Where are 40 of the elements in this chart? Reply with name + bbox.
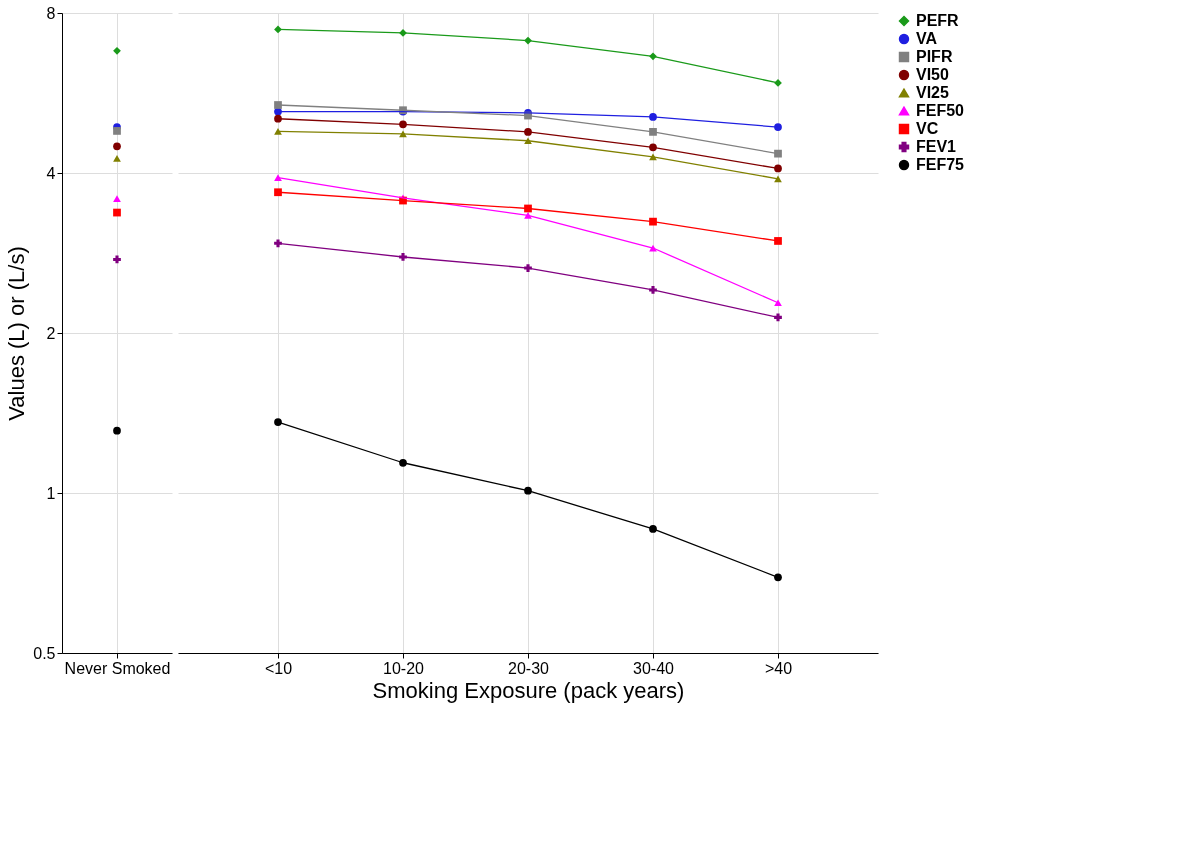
point [774,149,782,158]
point [274,239,282,248]
point [274,114,282,123]
legend-label: PIFR [916,48,953,65]
x-tick-label: Never Smoked [64,659,171,677]
point [774,164,782,173]
point [774,313,782,322]
y-axis-title: Values (L) or (L/s) [4,246,30,421]
x-tick-label: 20-30 [508,659,550,677]
legend-label: FEV1 [916,138,957,155]
x-tick-label: 30-40 [633,659,675,677]
legend-label: VI50 [916,66,950,83]
x-tick-label: >40 [764,659,793,677]
point [774,123,782,131]
y-tick-label: 1 [46,484,56,502]
y-tick-label: 0.5 [33,644,56,662]
x-axis-title: Smoking Exposure (pack years) [372,677,685,703]
point [274,25,282,34]
point [274,418,282,426]
point [274,188,282,197]
point [774,299,782,307]
point [774,237,782,245]
x-tick-label: <10 [264,659,293,677]
point [399,253,407,261]
y-tick-label: 2 [46,324,56,342]
point [274,101,282,109]
legend-label: VC [916,120,939,137]
x-tick-label: 10-20 [383,659,425,677]
y-tick-label: 4 [46,164,56,182]
legend-label: PEFR [916,12,960,29]
point [274,128,282,135]
point [649,217,657,226]
point [649,286,657,294]
legend-label: FEF75 [916,156,965,173]
legend-label: VI25 [916,84,950,101]
legend-label: VA [916,30,938,47]
legend-label: FEF50 [916,102,965,119]
y-tick-label: 8 [46,4,56,22]
point [524,264,532,272]
point [649,128,657,136]
